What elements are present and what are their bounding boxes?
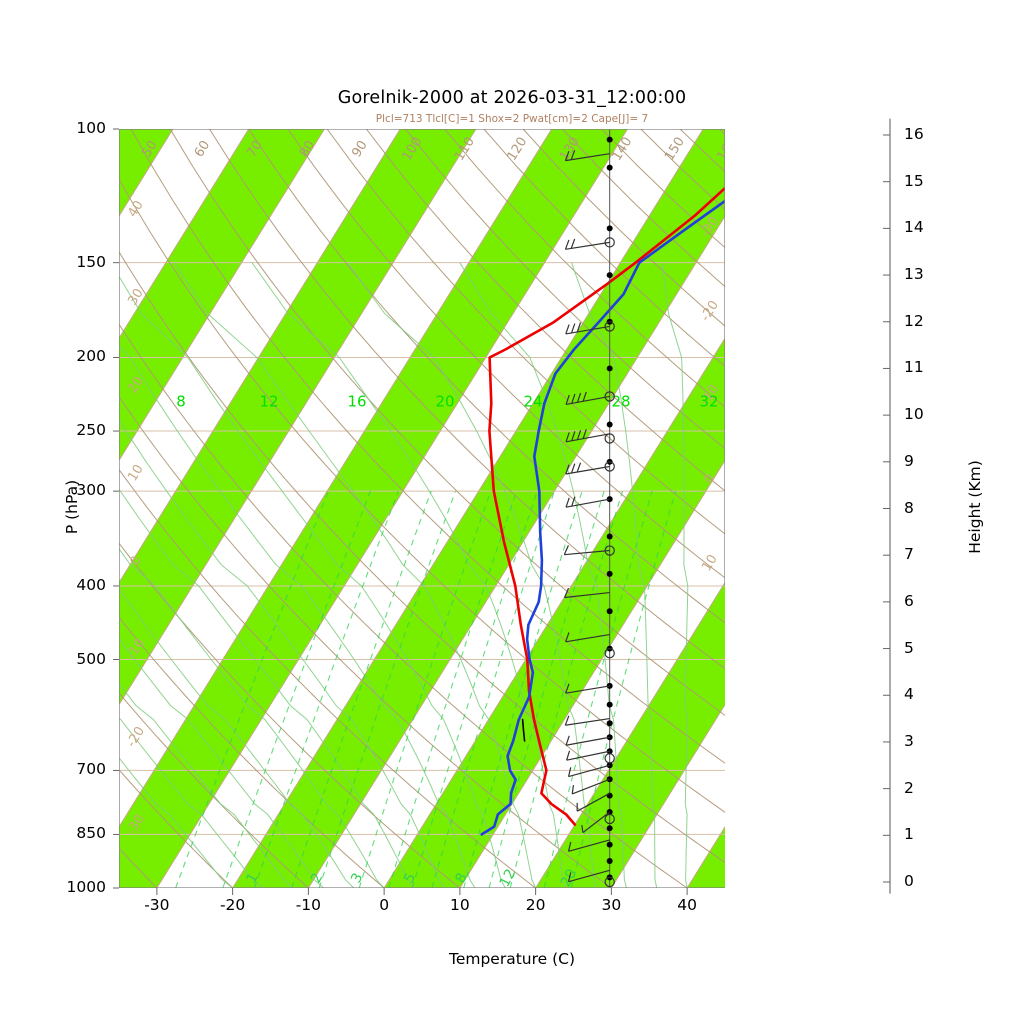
svg-text:12: 12 bbox=[497, 866, 519, 888]
svg-text:10: 10 bbox=[125, 462, 146, 484]
curve-dewpoint bbox=[480, 165, 725, 836]
svg-text:20: 20 bbox=[125, 374, 146, 396]
height-tick-15: 15 bbox=[904, 171, 924, 190]
temperature-tick--20: -20 bbox=[219, 896, 246, 914]
pressure-tick-700: 700 bbox=[76, 760, 106, 779]
sounding-curves bbox=[480, 165, 725, 836]
svg-text:40: 40 bbox=[125, 198, 146, 220]
svg-text:60: 60 bbox=[192, 138, 213, 160]
temperature-tick-40: 40 bbox=[677, 896, 697, 914]
pressure-tick-150: 150 bbox=[76, 252, 106, 271]
height-tick-8: 8 bbox=[904, 498, 914, 517]
svg-text:20: 20 bbox=[435, 392, 454, 410]
temperature-tick-0: 0 bbox=[379, 896, 390, 914]
svg-text:70: 70 bbox=[244, 138, 265, 160]
height-axis-label: Height (Km) bbox=[966, 460, 984, 554]
height-tick-5: 5 bbox=[904, 638, 914, 657]
curve-parcel bbox=[521, 718, 526, 742]
page-title: Gorelnik-2000 at 2026-03-31_12:00:00 bbox=[337, 88, 687, 108]
svg-text:8: 8 bbox=[176, 392, 186, 410]
temperature-tick-10: 10 bbox=[450, 896, 470, 914]
temperature-tick--10: -10 bbox=[295, 896, 322, 914]
svg-text:10: 10 bbox=[699, 552, 720, 574]
isotherm-lines bbox=[119, 129, 725, 888]
temperature-tick-30: 30 bbox=[601, 896, 622, 914]
wind-barb-column bbox=[563, 129, 615, 888]
sounding-indices-subtitle: Plcl=713 Tlcl[C]=1 Shox=2 Pwat[cm]=2 Cap… bbox=[375, 113, 649, 125]
height-tick-6: 6 bbox=[904, 591, 914, 610]
height-tick-3: 3 bbox=[904, 731, 914, 750]
height-tick-16: 16 bbox=[904, 125, 924, 143]
height-tick-1: 1 bbox=[904, 825, 914, 844]
height-tick-7: 7 bbox=[904, 545, 914, 564]
height-tick-11: 11 bbox=[904, 358, 924, 377]
height-tick-13: 13 bbox=[904, 265, 924, 284]
shaded-bands bbox=[119, 129, 725, 888]
temperature-axis-label: Temperature (C) bbox=[448, 950, 576, 968]
svg-text:30: 30 bbox=[125, 286, 146, 308]
height-tick-10: 10 bbox=[904, 405, 924, 424]
svg-text:160: 160 bbox=[715, 135, 725, 164]
svg-text:90: 90 bbox=[349, 138, 370, 160]
pressure-tick-850: 850 bbox=[76, 824, 106, 843]
pressure-tick-500: 500 bbox=[76, 649, 106, 668]
curve-temperature bbox=[488, 182, 725, 826]
height-tick-2: 2 bbox=[904, 778, 914, 797]
temperature-tick-20: 20 bbox=[525, 896, 546, 914]
mixing-ratio-lines bbox=[175, 490, 677, 888]
pressure-tick-400: 400 bbox=[76, 575, 106, 594]
temperature-tick--30: -30 bbox=[144, 896, 170, 914]
svg-text:50: 50 bbox=[139, 138, 160, 160]
skewt-plot-area: 50 60 70 80 90 100 110 120 130 140 150 160 40 30 20 10 0… bbox=[119, 129, 725, 888]
height-tick-9: 9 bbox=[904, 451, 914, 470]
svg-text:24: 24 bbox=[523, 392, 542, 410]
pressure-axis-label: P (hPa) bbox=[63, 479, 81, 535]
svg-text:12: 12 bbox=[259, 392, 278, 410]
pressure-tick-300: 300 bbox=[76, 481, 106, 500]
height-tick-14: 14 bbox=[904, 218, 924, 237]
height-tick-4: 4 bbox=[904, 685, 914, 704]
svg-text:16: 16 bbox=[347, 392, 366, 410]
pressure-tick-1000: 1000 bbox=[66, 878, 106, 896]
dry-adiabat-lines bbox=[119, 129, 725, 888]
svg-text:32: 32 bbox=[699, 392, 718, 410]
svg-text:80: 80 bbox=[297, 138, 318, 160]
skewt-svg: 50 60 70 80 90 100 110 120 130 140 150 160403020100… bbox=[119, 129, 725, 888]
pressure-tick-100: 100 bbox=[76, 119, 106, 137]
height-tick-0: 0 bbox=[904, 872, 914, 890]
height-tick-12: 12 bbox=[904, 311, 924, 330]
pressure-tick-250: 250 bbox=[76, 421, 106, 440]
svg-text:28: 28 bbox=[611, 392, 630, 410]
pressure-tick-200: 200 bbox=[76, 347, 106, 366]
